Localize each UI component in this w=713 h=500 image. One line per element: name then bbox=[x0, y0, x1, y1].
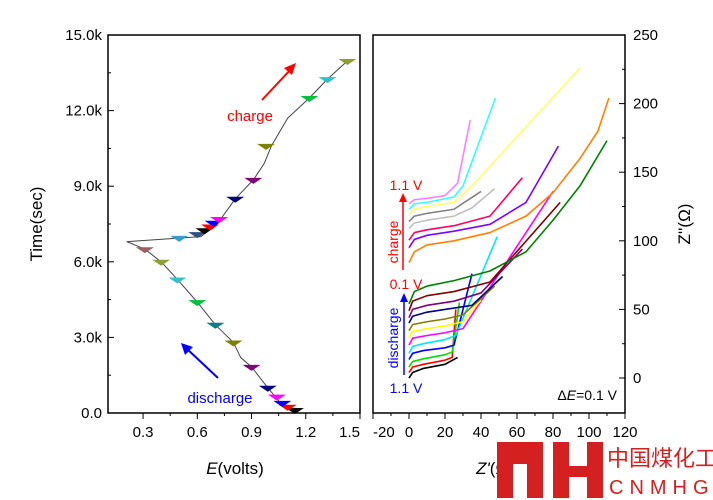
series-line-charge-8 bbox=[408, 119, 471, 205]
x-tick-label: 1.2 bbox=[295, 424, 316, 441]
data-marker bbox=[188, 300, 207, 307]
data-marker bbox=[242, 364, 261, 371]
x-tick-label: 0.6 bbox=[187, 424, 208, 441]
discharge-vertical-arrow-head bbox=[400, 293, 408, 302]
y-tick-label: 6.0k bbox=[74, 254, 103, 271]
data-marker bbox=[318, 77, 337, 84]
series-line-charge-4 bbox=[408, 188, 496, 230]
series-line-discharge-11 bbox=[408, 201, 561, 312]
series-line-discharge-1 bbox=[408, 356, 458, 379]
y-tick-label: 200 bbox=[633, 96, 658, 113]
data-marker bbox=[338, 58, 357, 65]
left-x-axis-title: E(volts) bbox=[206, 459, 264, 478]
x-tick-label: 20 bbox=[437, 424, 454, 441]
series-line-discharge bbox=[126, 241, 296, 411]
mid-voltage-label: 0.1 V bbox=[390, 276, 423, 292]
series-line-discharge-6 bbox=[408, 190, 554, 346]
x-tick-label: 60 bbox=[509, 424, 526, 441]
data-marker bbox=[267, 394, 286, 401]
y-tick-label: 9.0k bbox=[74, 178, 103, 195]
x-tick-label: 100 bbox=[576, 424, 601, 441]
y-tick-label: 50 bbox=[633, 301, 650, 318]
data-marker bbox=[152, 259, 171, 266]
series-line-charge-7 bbox=[408, 97, 497, 210]
right-y-axis-title: Z''(Ω) bbox=[675, 204, 694, 245]
series-line-discharge-8 bbox=[408, 285, 496, 332]
data-marker bbox=[244, 177, 263, 184]
charge-vertical-arrow-head bbox=[399, 193, 407, 202]
data-marker bbox=[168, 277, 187, 284]
series-line-charge-3 bbox=[408, 177, 524, 241]
data-marker bbox=[273, 400, 292, 407]
watermark-logo: 中国煤化工 CNMHG bbox=[495, 440, 713, 500]
data-marker bbox=[224, 340, 243, 347]
left-y-axis-title: Time(sec) bbox=[27, 187, 46, 262]
series-line-charge-5 bbox=[408, 190, 482, 223]
series-line-discharge-10 bbox=[408, 248, 523, 318]
x-tick-label: 0 bbox=[405, 424, 413, 441]
discharge-arrow bbox=[185, 347, 219, 379]
x-tick-label: -20 bbox=[373, 424, 395, 441]
delta-e-label: ΔE=0.1 V bbox=[557, 387, 617, 403]
data-marker bbox=[209, 216, 228, 223]
charge-arrow bbox=[261, 67, 293, 101]
watermark-cn-text: 中国煤化工 bbox=[607, 446, 713, 471]
x-tick-label: 120 bbox=[612, 424, 637, 441]
series-line-charge-2 bbox=[408, 145, 560, 249]
x-tick-label: 0.3 bbox=[133, 424, 154, 441]
x-tick-label: 0.9 bbox=[241, 424, 262, 441]
data-marker bbox=[188, 232, 207, 239]
data-marker bbox=[300, 96, 319, 102]
bottom-voltage-label: 1.1 V bbox=[390, 380, 423, 396]
watermark-en-text: CNMHG bbox=[609, 477, 713, 499]
time-vs-potential-plot: 0.3 0.6 0.9 1.2 1.5 0.0 3.0k 6.0k 9.0k 12.0k 15.0k bbox=[65, 27, 361, 441]
data-marker bbox=[206, 322, 225, 329]
series-line-discharge-7 bbox=[408, 299, 482, 338]
charge-annotation: charge bbox=[227, 108, 273, 125]
y-tick-label: 150 bbox=[633, 164, 658, 181]
charge-arrow-head bbox=[284, 63, 296, 75]
discharge-arrow-head bbox=[181, 343, 193, 355]
series-line-charge bbox=[126, 60, 348, 243]
y-tick-label: 3.0k bbox=[74, 329, 103, 346]
discharge-vertical-label: discharge bbox=[385, 307, 401, 368]
y-tick-label: 250 bbox=[633, 27, 658, 44]
y-tick-label: 0.0 bbox=[81, 405, 102, 422]
x-tick-label: 40 bbox=[473, 424, 490, 441]
charge-vertical-label: charge bbox=[385, 220, 401, 263]
top-voltage-label: 1.1 V bbox=[390, 177, 423, 193]
y-tick-label: 12.0k bbox=[65, 103, 102, 120]
data-marker bbox=[170, 235, 189, 242]
series-line-charge-6 bbox=[408, 67, 581, 216]
nyquist-plot: -20 0 20 40 60 80 100 120 0 50 100 150 200 250 bbox=[372, 27, 658, 441]
x-tick-label: 1.5 bbox=[339, 424, 360, 441]
y-tick-label: 15.0k bbox=[65, 27, 102, 44]
data-marker bbox=[135, 247, 154, 254]
y-tick-label: 0 bbox=[633, 370, 641, 387]
data-marker bbox=[226, 196, 245, 203]
data-marker bbox=[256, 143, 275, 150]
discharge-annotation: discharge bbox=[187, 390, 252, 407]
series-line-charge-1 bbox=[408, 97, 610, 264]
series-line-discharge-12 bbox=[408, 140, 608, 305]
data-marker bbox=[285, 407, 304, 414]
x-tick-label: 80 bbox=[545, 424, 562, 441]
series-line-discharge-9 bbox=[408, 275, 504, 324]
y-tick-label: 100 bbox=[633, 233, 658, 250]
series-line-discharge-3 bbox=[408, 302, 461, 368]
series-line-discharge-5 bbox=[408, 236, 498, 354]
data-marker bbox=[258, 385, 277, 392]
plot-frame bbox=[107, 34, 361, 414]
